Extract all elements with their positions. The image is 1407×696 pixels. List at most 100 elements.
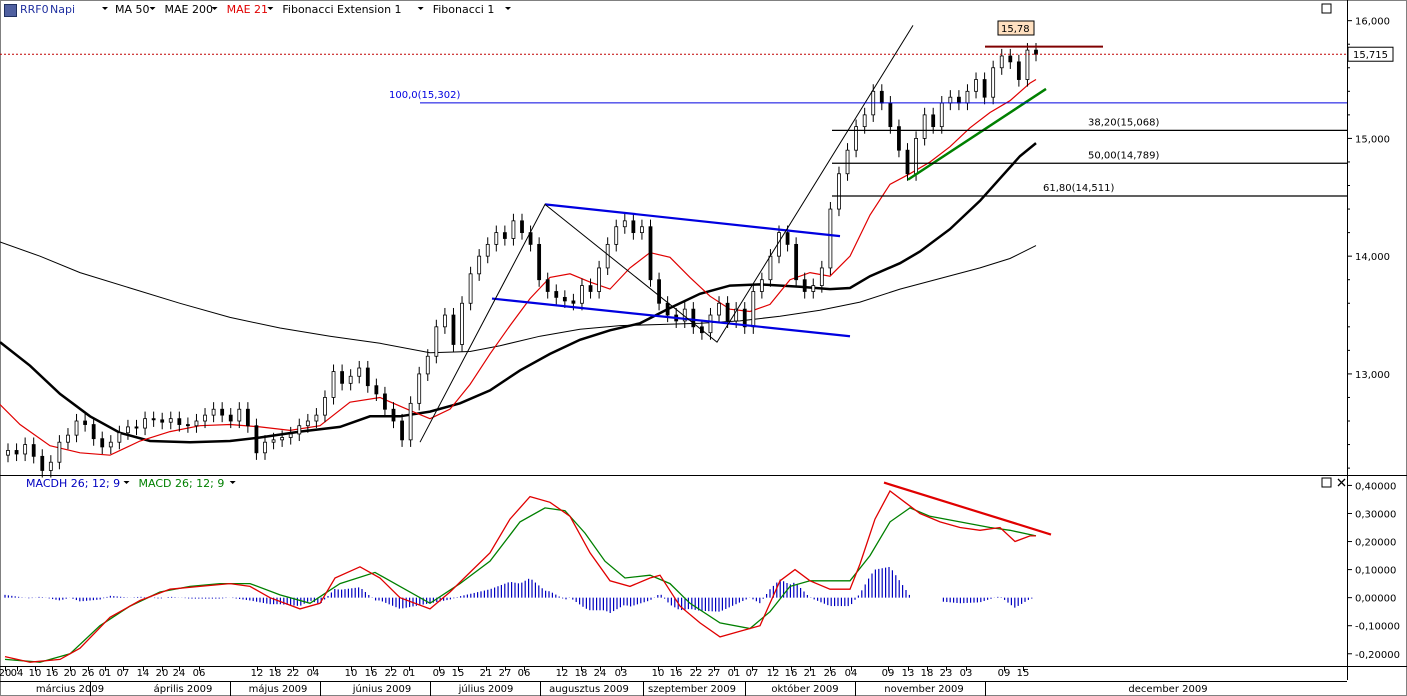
dropdown-arrow-icon[interactable] <box>267 7 274 10</box>
candle-body <box>879 90 884 104</box>
candle-body <box>425 355 430 375</box>
dropdown-arrow-icon[interactable] <box>149 7 156 10</box>
candle-body <box>48 461 53 471</box>
date-tick-label: 06 <box>193 668 206 679</box>
last-price-box <box>1347 46 1394 62</box>
candle-body <box>314 414 319 422</box>
candle-body <box>323 397 327 416</box>
date-tick-label: 04 <box>307 668 320 679</box>
month-label: augusztus 2009 <box>549 684 629 695</box>
fib-level-label: 38,20(15,068) <box>1088 117 1160 128</box>
candle-body <box>965 90 970 104</box>
date-tick-label: 21 <box>480 668 493 679</box>
month-label: június 2009 <box>352 683 411 695</box>
candle-body <box>897 126 901 151</box>
candle-body <box>477 255 482 275</box>
dropdown-arrow-icon[interactable] <box>211 7 218 10</box>
toolbar-period[interactable]: Napi <box>50 3 76 16</box>
date-tick-label: 06 <box>518 668 531 679</box>
toolbar-indicator-3[interactable]: Fibonacci Extension 1 <box>282 3 401 16</box>
date-tick-label: 26 <box>824 668 837 679</box>
macd-ytick-label: 0,30000 <box>1355 509 1396 520</box>
maximize-icon[interactable] <box>1321 477 1332 488</box>
candle-body <box>254 425 259 454</box>
toolbar-indicator-0[interactable]: MA 50 <box>115 3 150 16</box>
candle-body <box>554 291 559 298</box>
date-tick-label: 12 <box>251 668 264 679</box>
date-tick-label: 20 <box>0 668 11 679</box>
date-tick-label: 15 <box>452 668 465 679</box>
candle-body <box>74 420 79 436</box>
date-tick-label: 22 <box>385 668 398 679</box>
dropdown-arrow-icon[interactable] <box>417 7 424 10</box>
macd-ytick-label: 0,20000 <box>1355 538 1396 549</box>
date-tick-label: 21 <box>804 668 817 679</box>
date-tick-label: 16 <box>46 668 59 679</box>
macd-ytick-label: 0,40000 <box>1355 481 1396 492</box>
candle-body <box>571 300 576 304</box>
toolbar-indicator-1[interactable]: MAE 200 <box>165 3 213 16</box>
candle-body <box>340 371 345 384</box>
candle-body <box>194 420 199 427</box>
macd-indicator-1[interactable]: MACD 26; 12; 9 <box>139 477 225 490</box>
date-tick-label: 24 <box>594 668 607 679</box>
date-tick-label: 01 <box>403 668 416 679</box>
date-tick-label: 22 <box>690 668 703 679</box>
candle-body <box>734 308 739 322</box>
toolbar-indicator-2[interactable]: MAE 21 <box>227 3 268 16</box>
candle-body <box>511 220 516 239</box>
date-tick-label: 04 <box>11 668 24 679</box>
mae21-line <box>0 78 1037 456</box>
candle-body <box>100 438 105 448</box>
date-tick-label: 10 <box>345 668 358 679</box>
candle-body <box>451 314 456 345</box>
candle-body <box>271 439 276 443</box>
month-label: szeptember 2009 <box>648 684 736 695</box>
candle-body <box>391 408 396 422</box>
candle-body <box>974 79 978 92</box>
candle-body <box>922 114 927 139</box>
candle-body <box>365 367 370 387</box>
toolbar-symbol-icon[interactable] <box>4 4 17 17</box>
candle-body <box>374 385 379 395</box>
candle-body <box>717 302 721 316</box>
candle-body <box>66 434 70 443</box>
candle-body <box>999 55 1004 69</box>
candle-body <box>1008 55 1013 63</box>
candle-body <box>211 408 216 416</box>
candle-body <box>40 455 45 471</box>
dropdown-arrow-icon[interactable] <box>229 481 236 484</box>
candle-body <box>220 408 225 416</box>
candle-body <box>888 102 893 128</box>
macd-indicator-0[interactable]: MACDH 26; 12; 9 <box>26 477 120 490</box>
candle-label: 15,78 <box>1001 24 1030 35</box>
candle-body <box>759 279 764 292</box>
candle-body <box>23 444 28 455</box>
candle-body <box>160 419 165 423</box>
close-icon[interactable] <box>1337 478 1346 487</box>
macd-line <box>4 490 1036 663</box>
date-tick-label: 18 <box>575 668 588 679</box>
dropdown-arrow-icon[interactable] <box>123 481 130 484</box>
candle-body <box>605 243 610 269</box>
ma50-line <box>0 142 1037 444</box>
candle-body <box>614 226 619 245</box>
candle-body <box>845 149 850 175</box>
candle-body <box>280 437 285 441</box>
month-label: április 2009 <box>154 683 213 695</box>
maximize-icon[interactable] <box>1321 3 1332 14</box>
candle-body <box>383 393 387 410</box>
toolbar-symbol[interactable]: RRF0 <box>20 3 49 16</box>
candle-body <box>905 149 910 175</box>
candle-body <box>665 302 670 316</box>
channel-lower-line <box>491 297 851 338</box>
candle-body <box>520 220 524 234</box>
candle-body <box>939 102 944 128</box>
date-tick-label: 03 <box>960 668 973 679</box>
toolbar-indicator-4[interactable]: Fibonacci 1 <box>433 3 495 16</box>
candle-body <box>203 414 207 422</box>
date-tick-label: 27 <box>499 668 512 679</box>
candle-body <box>126 426 130 434</box>
dropdown-arrow-icon[interactable] <box>505 7 511 10</box>
dropdown-arrow-icon[interactable] <box>102 7 108 10</box>
